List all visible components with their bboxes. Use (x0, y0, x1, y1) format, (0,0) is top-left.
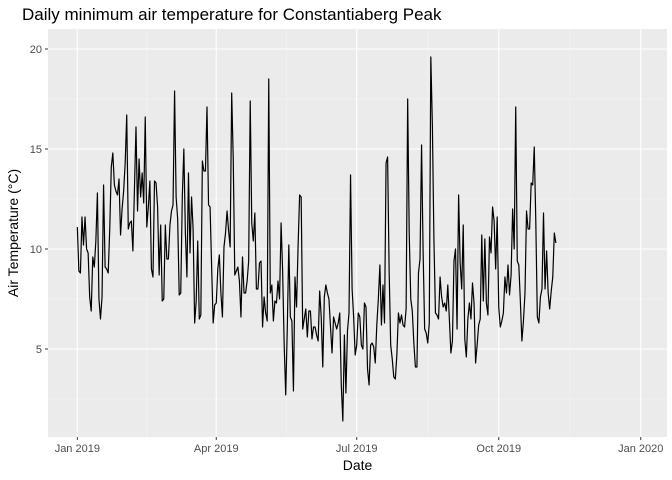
y-tick-label: 10 (30, 244, 42, 256)
x-tick-label: Jan 2020 (618, 443, 663, 455)
x-tick-label: Jan 2019 (55, 443, 100, 455)
chart-title: Daily minimum air temperature for Consta… (22, 5, 442, 24)
y-tick-label: 15 (30, 144, 42, 156)
y-axis: 5 10 15 20 (30, 44, 48, 356)
x-tick-label: Jul 2019 (336, 443, 378, 455)
series-line (76, 56, 557, 422)
x-tick-label: Apr 2019 (194, 443, 239, 455)
plot-panel (48, 29, 667, 437)
x-axis: Jan 2019 Apr 2019 Jul 2019 Oct 2019 Jan 2020 (55, 437, 663, 455)
x-axis-title: Date (343, 457, 373, 473)
x-tick-label: Oct 2019 (476, 443, 521, 455)
y-tick-label: 20 (30, 44, 42, 56)
y-tick-label: 5 (36, 344, 42, 356)
y-axis-title: Air Temperature (°C) (5, 169, 21, 297)
